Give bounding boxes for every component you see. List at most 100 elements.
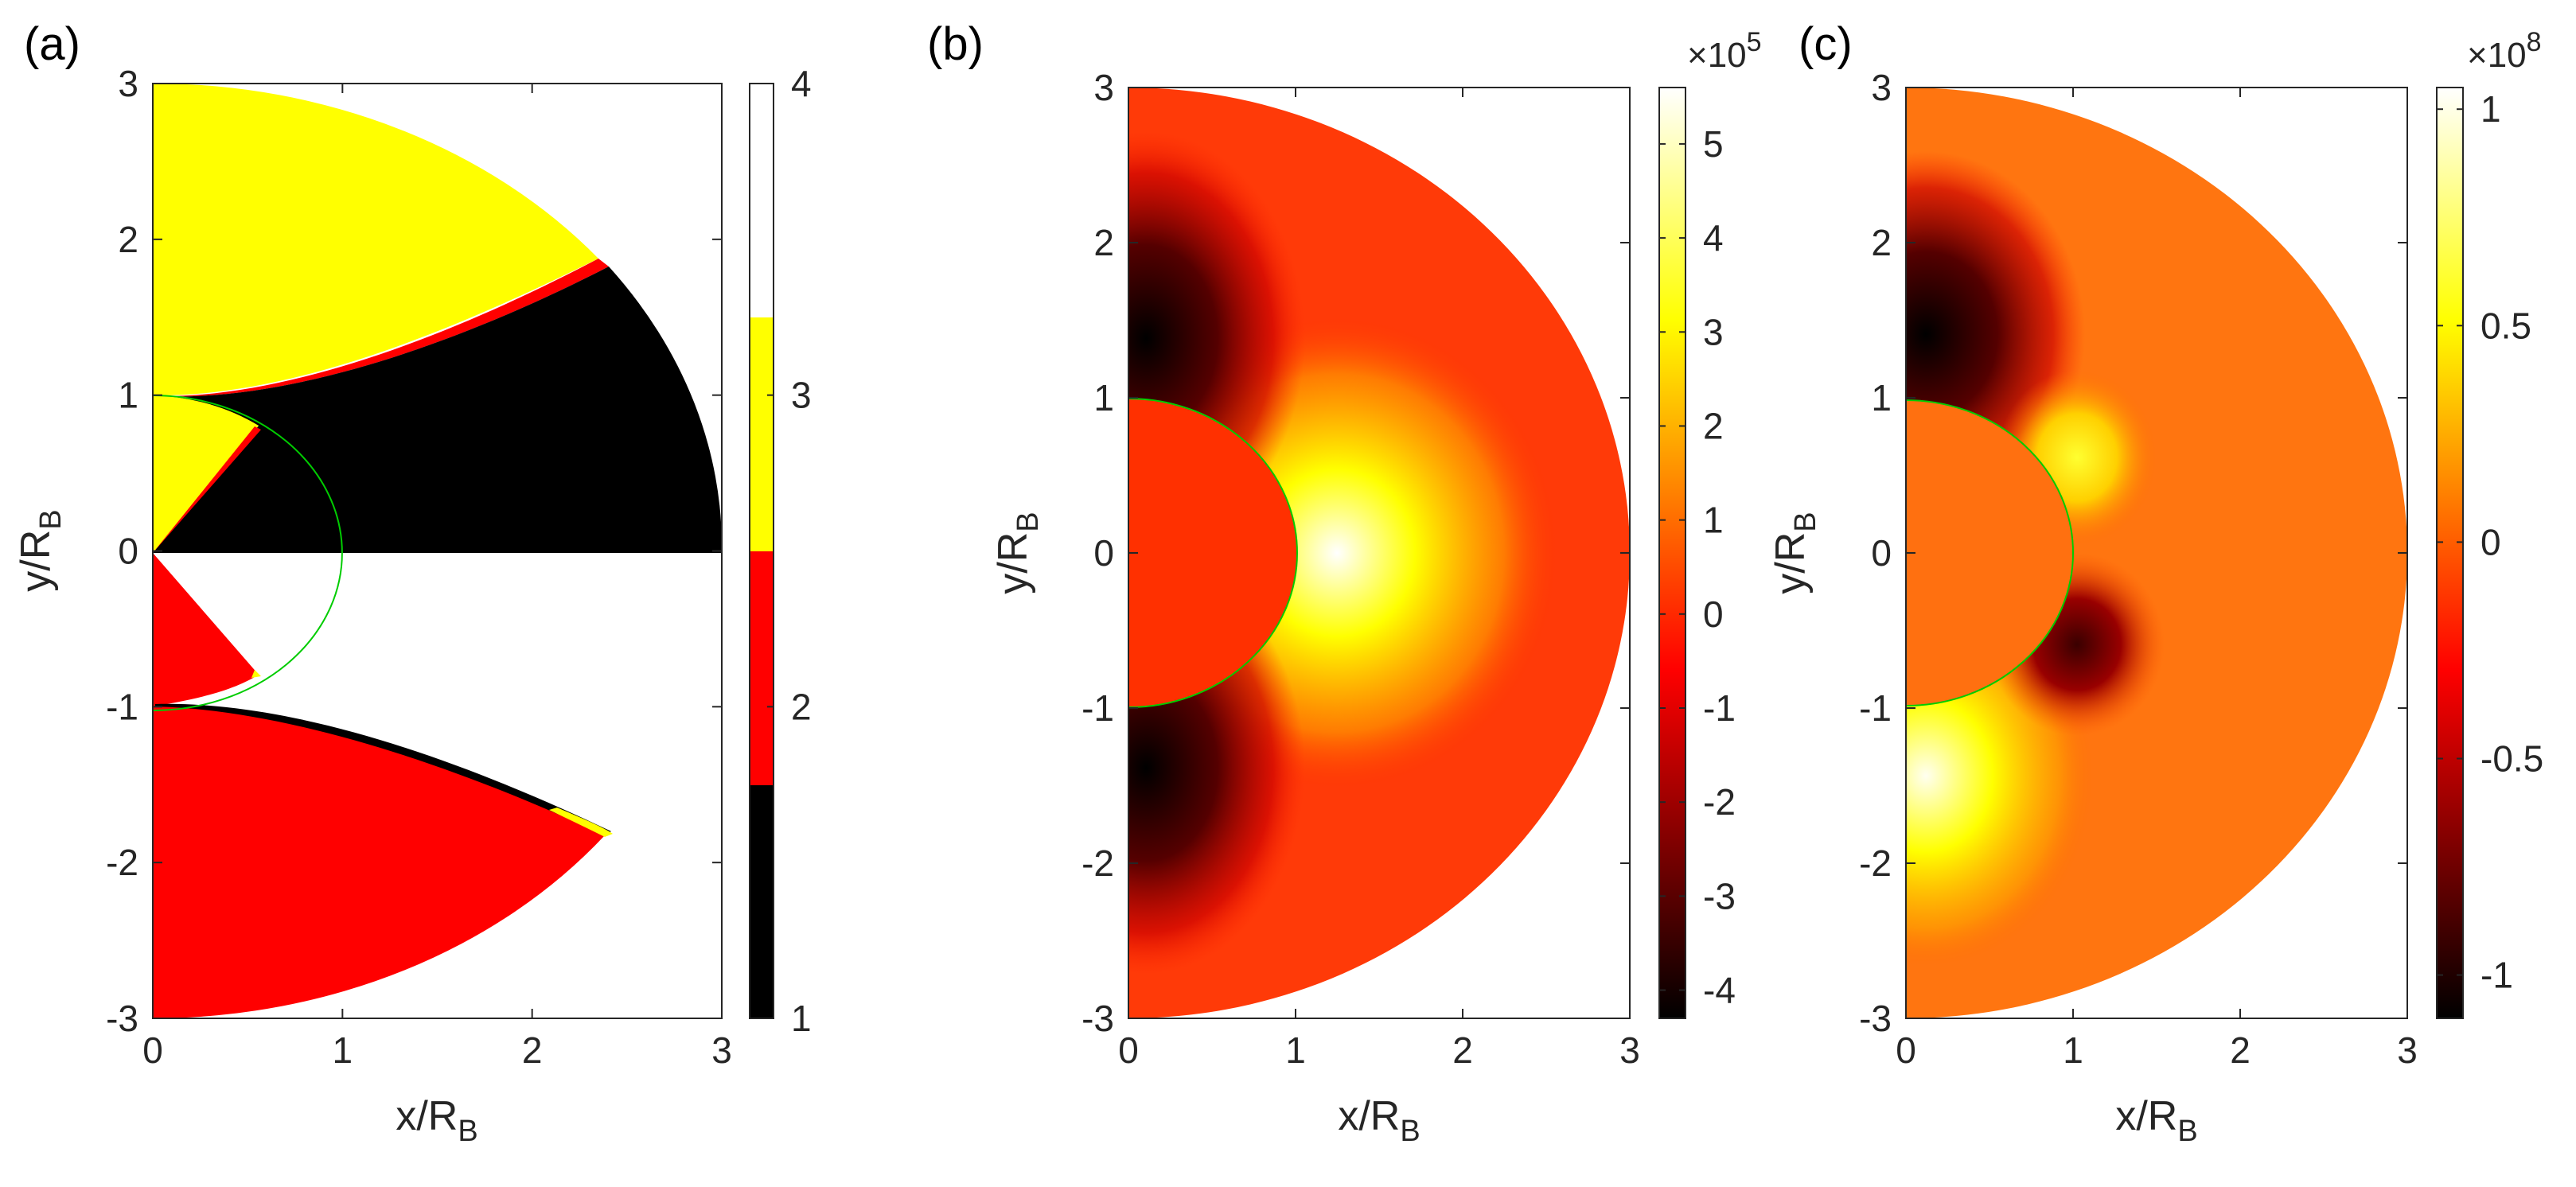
region-black-upper <box>153 267 723 553</box>
y-tick-label: -1 <box>1859 687 1892 729</box>
x-tick-label: 1 <box>333 1029 353 1071</box>
x-tick-label: 0 <box>142 1029 163 1071</box>
colorbar-a-level-3 <box>750 317 774 551</box>
y-tick-label: -2 <box>1081 843 1114 884</box>
colorbar-b: 5 4 3 2 1 0 -1 -2 -3 -4 ×105 <box>1658 27 1762 1019</box>
panel-label-c: (c) <box>1799 18 1853 70</box>
y-tick-label: 2 <box>118 219 138 260</box>
colorbar-c-gradient <box>2437 88 2463 1018</box>
axes-a: 0 1 2 3 3 2 1 0 -1 -2 -3 x/RB y/RB <box>13 63 732 1148</box>
colorbar-b-frame <box>1658 87 1686 1019</box>
y-tick-label: -1 <box>106 686 138 727</box>
colorbar-tick-label: 2 <box>1703 405 1724 446</box>
field-map-b <box>1128 88 1630 1018</box>
panel-label-a: (a) <box>24 18 80 70</box>
colorbar-tick-label: 0.5 <box>2481 305 2531 346</box>
x-axis-label: x/RB <box>2115 1093 2197 1148</box>
y-tick-label: 0 <box>1093 532 1114 574</box>
colorbar-a: 4 3 2 1 <box>749 63 812 1039</box>
region-red-lower-inner <box>153 553 259 706</box>
x-tick-label: 1 <box>1285 1029 1306 1071</box>
colorbar-tick-label: 0 <box>2481 521 2501 562</box>
colorbar-c: 1 0.5 0 -0.5 -1 ×108 <box>2436 27 2543 1019</box>
y-tick-label: -3 <box>1859 998 1892 1039</box>
x-tick-label: 0 <box>1118 1029 1139 1071</box>
y-tick-label: 2 <box>1871 222 1892 263</box>
x-axis-label: x/RB <box>1338 1093 1420 1148</box>
colorbar-a-frame <box>749 83 774 1019</box>
axes-b: 0 1 2 3 3 2 1 0 -1 -2 -3 x/RB y/RB <box>990 67 1640 1148</box>
colorbar-c-frame <box>2436 87 2464 1019</box>
region-yellow-lower-edge <box>549 808 613 837</box>
colorbar-tick-label: 0 <box>1703 594 1724 635</box>
field-b-inner-disk <box>1128 399 1297 707</box>
colorbar-a-level-4 <box>750 84 774 317</box>
y-tick-label: 1 <box>1871 377 1892 418</box>
x-axis-label: x/RB <box>396 1093 477 1148</box>
y-tick-label: 3 <box>1871 67 1892 108</box>
colorbar-tick-label: -0.5 <box>2481 737 2543 779</box>
field-c-inner-disk <box>1906 400 2073 706</box>
colorbar-tick-label: -1 <box>2481 955 2513 996</box>
x-tick-label: 3 <box>2397 1029 2418 1071</box>
y-axis-label: y/RB <box>990 512 1045 594</box>
y-tick-label: -3 <box>1081 998 1114 1039</box>
colorbar-tick-label: -1 <box>1703 687 1736 729</box>
colorbar-b-multiplier: ×105 <box>1687 27 1762 75</box>
x-tick-label: 3 <box>1619 1029 1640 1071</box>
colorbar-tick-label: 3 <box>1703 311 1724 352</box>
y-axis-label: y/RB <box>1767 512 1822 594</box>
colorbar-tick-label: -4 <box>1703 970 1736 1011</box>
colorbar-tick-label: 2 <box>791 686 812 727</box>
inner-circle-b <box>1128 398 1298 708</box>
y-tick-label: -2 <box>1859 843 1892 884</box>
colorbar-tick-label: 1 <box>2481 88 2501 130</box>
colorbar-tick-label: -2 <box>1703 781 1736 823</box>
y-tick-label: -3 <box>106 998 138 1039</box>
panel-c: (c) 0 1 2 3 3 2 1 0 -1 -2 -3 x/RB y/RB 1 0.5 0 -0.5 -1 ×… <box>1767 18 2543 1148</box>
region-yellow-lower-sliver <box>251 670 261 678</box>
inner-circle-c <box>1905 399 2074 706</box>
colorbar-tick-label: 4 <box>791 63 812 104</box>
region-map-a <box>152 83 723 1018</box>
colorbar-a-level-1 <box>750 785 774 1018</box>
region-yellow-inner <box>153 395 259 553</box>
y-tick-label: 0 <box>118 531 138 572</box>
axes-c: 0 1 2 3 3 2 1 0 -1 -2 -3 x/RB y/RB <box>1767 67 2418 1148</box>
colorbar-c-ticks: 1 0.5 0 -0.5 -1 <box>2437 88 2543 996</box>
x-tick-label: 2 <box>522 1029 543 1071</box>
x-tick-label: 1 <box>2063 1029 2083 1071</box>
x-tick-label: 2 <box>1452 1029 1473 1071</box>
x-tick-label: 2 <box>2230 1029 2251 1071</box>
colorbar-tick-label: 4 <box>1703 217 1724 259</box>
y-tick-label: 0 <box>1871 532 1892 574</box>
y-tick-label: 1 <box>1093 377 1114 418</box>
y-tick-label: 1 <box>118 375 138 416</box>
colorbar-tick-label: 1 <box>791 998 812 1039</box>
y-tick-label: 3 <box>118 63 138 104</box>
y-axis-label: y/RB <box>13 509 68 591</box>
region-red-lower <box>153 706 605 1018</box>
colorbar-c-multiplier: ×108 <box>2467 27 2542 75</box>
colorbar-tick-label: 1 <box>1703 500 1724 541</box>
colorbar-tick-label: 3 <box>791 375 812 416</box>
colorbar-tick-label: -3 <box>1703 875 1736 917</box>
x-tick-label: 3 <box>711 1029 732 1071</box>
y-tick-label: -1 <box>1081 687 1114 729</box>
colorbar-tick-label: 5 <box>1703 123 1724 165</box>
x-tick-label: 0 <box>1896 1029 1916 1071</box>
y-tick-label: 2 <box>1093 222 1114 263</box>
colorbar-b-ticks: 5 4 3 2 1 0 -1 -2 -3 -4 <box>1659 123 1736 1011</box>
region-yellow-upper <box>153 83 598 396</box>
panel-b: (b) 0 1 2 3 3 2 1 0 -1 -2 -3 x/RB y/RB 5 4 3 2 1 0 -1 -2 -3 -… <box>927 18 1762 1148</box>
colorbar-a-ticks: 4 3 2 1 <box>767 63 812 1039</box>
colorbar-a-level-2 <box>750 551 774 785</box>
y-tick-label: 3 <box>1093 67 1114 108</box>
region-red-inner-line <box>153 426 261 553</box>
y-tick-label: -2 <box>106 842 138 883</box>
inner-circle-a <box>152 395 343 711</box>
panel-a: (a) 0 1 2 3 3 2 1 0 -1 -2 -3 x/RB y/RB 4 3 2 1 <box>13 18 812 1148</box>
colorbar-b-gradient <box>1659 88 1686 1018</box>
panel-label-b: (b) <box>927 18 984 70</box>
